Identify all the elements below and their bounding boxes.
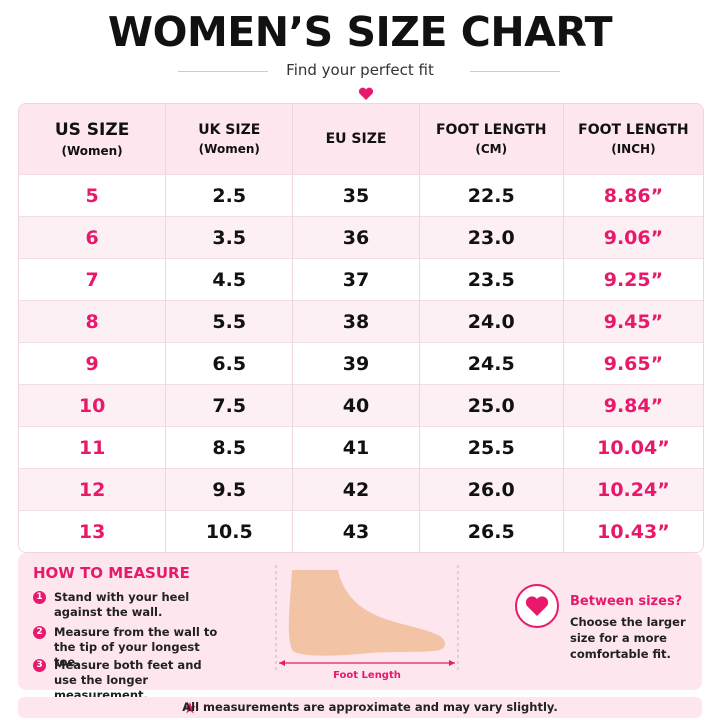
divider xyxy=(178,71,268,72)
table-cell: 7 xyxy=(19,258,167,300)
header-cell: EU SIZE xyxy=(293,104,420,174)
subtitle: Find your perfect fit xyxy=(286,61,434,79)
table-cell: 25.0 xyxy=(419,384,564,426)
header-label: EU SIZE xyxy=(325,131,387,147)
title: WOMEN’S SIZE CHART xyxy=(107,8,613,56)
step-number: 2 xyxy=(33,626,46,639)
step-number: 1 xyxy=(33,591,46,604)
tip-title: Between sizes? xyxy=(570,594,683,609)
measure-title: HOW TO MEASURE xyxy=(33,564,190,582)
step-number: 3 xyxy=(33,659,46,672)
header-cell: FOOT LENGTH (CM) xyxy=(419,104,564,174)
step: 2 Measure from the wall to the tip of you… xyxy=(33,625,223,670)
table-cell: 9.45” xyxy=(563,300,703,342)
table-cell: 9.84” xyxy=(563,384,703,426)
step-text: Measure from the wall to the tip of your… xyxy=(54,625,218,669)
table-cell: 9.06” xyxy=(563,216,703,258)
header-label: US SIZE xyxy=(54,120,130,140)
table-cell: 6 xyxy=(19,216,167,258)
star-icon xyxy=(184,702,196,714)
table-cell: 2.5 xyxy=(166,174,294,216)
table-cell: 37 xyxy=(293,258,420,300)
table-cell: 36 xyxy=(293,216,420,258)
step: 1 Stand with your heel against the wall. xyxy=(33,590,223,620)
table-cell: 13 xyxy=(19,510,167,552)
table-cell: 7.5 xyxy=(166,384,294,426)
table-cell: 42 xyxy=(293,468,420,510)
table-row: 13 10.5 43 26.5 10.43” xyxy=(19,510,703,552)
table-cell: 9 xyxy=(19,342,167,384)
header-label: UK SIZE xyxy=(198,122,261,138)
table-cell: 11 xyxy=(19,426,167,468)
table-cell: 24.0 xyxy=(419,300,564,342)
header-sub: (Women) xyxy=(198,142,260,156)
table-cell: 43 xyxy=(293,510,420,552)
table-row: 6 3.5 36 23.0 9.06” xyxy=(19,216,703,258)
table-cell: 24.5 xyxy=(419,342,564,384)
table-cell: 10.24” xyxy=(563,468,703,510)
table-cell: 10.5 xyxy=(166,510,294,552)
table-cell: 8.5 xyxy=(166,426,294,468)
header-row: US SIZE (Women) UK SIZE (Women) EU SIZE FOOT … xyxy=(19,104,703,174)
table-cell: 39 xyxy=(293,342,420,384)
table-cell: 25.5 xyxy=(419,426,564,468)
table-row: 11 8.5 41 25.5 10.04” xyxy=(19,426,703,468)
table-cell: 23.0 xyxy=(419,216,564,258)
header-sub: (Women) xyxy=(61,144,123,158)
table-cell: 41 xyxy=(293,426,420,468)
header-label: FOOT LENGTH xyxy=(578,122,689,138)
divider xyxy=(470,71,560,72)
header-sub: (INCH) xyxy=(611,142,656,156)
diagram-label: Foot Length xyxy=(333,670,401,681)
table-cell: 9.5 xyxy=(166,468,294,510)
step-text: Stand with your heel against the wall. xyxy=(54,590,190,619)
header-cell: FOOT LENGTH (INCH) xyxy=(563,104,703,174)
table-row: 9 6.5 39 24.5 9.65” xyxy=(19,342,703,384)
table-cell: 4.5 xyxy=(166,258,294,300)
size-table: US SIZE (Women) UK SIZE (Women) EU SIZE FOOT … xyxy=(18,103,704,553)
table-cell: 23.5 xyxy=(419,258,564,300)
heart-icon xyxy=(358,87,374,100)
table-cell: 9.25” xyxy=(563,258,703,300)
footer-note: All measurements are approximate and may… xyxy=(182,700,558,714)
table-cell: 10.04” xyxy=(563,426,703,468)
tip-icon xyxy=(515,584,559,628)
table-row: 7 4.5 37 23.5 9.25” xyxy=(19,258,703,300)
table-row: 12 9.5 42 26.0 10.24” xyxy=(19,468,703,510)
table-cell: 5.5 xyxy=(166,300,294,342)
footer-bar xyxy=(18,697,702,718)
table-cell: 5 xyxy=(19,174,167,216)
table-row: 5 2.5 35 22.5 8.86” xyxy=(19,174,703,216)
header-label: FOOT LENGTH xyxy=(435,122,547,138)
table-cell: 8.86” xyxy=(563,174,703,216)
table-cell: 10.43” xyxy=(563,510,703,552)
header-sub: (CM) xyxy=(475,142,508,156)
table-cell: 6.5 xyxy=(166,342,294,384)
table-cell: 9.65” xyxy=(563,342,703,384)
table-row: 8 5.5 38 24.0 9.45” xyxy=(19,300,703,342)
table-cell: 40 xyxy=(293,384,420,426)
table-cell: 10 xyxy=(19,384,167,426)
table-cell: 35 xyxy=(293,174,420,216)
table-row: 10 7.5 40 25.0 9.84” xyxy=(19,384,703,426)
table-cell: 38 xyxy=(293,300,420,342)
tip-text: Choose the larger size for a more comfor… xyxy=(570,615,686,661)
table-cell: 26.5 xyxy=(419,510,564,552)
table-cell: 3.5 xyxy=(166,216,294,258)
table-cell: 26.0 xyxy=(419,468,564,510)
table-cell: 12 xyxy=(19,468,167,510)
header-cell: US SIZE (Women) xyxy=(19,104,167,174)
table-cell: 8 xyxy=(19,300,167,342)
table-cell: 22.5 xyxy=(419,174,564,216)
foot-diagram xyxy=(275,565,459,670)
header-cell: UK SIZE (Women) xyxy=(166,104,294,174)
